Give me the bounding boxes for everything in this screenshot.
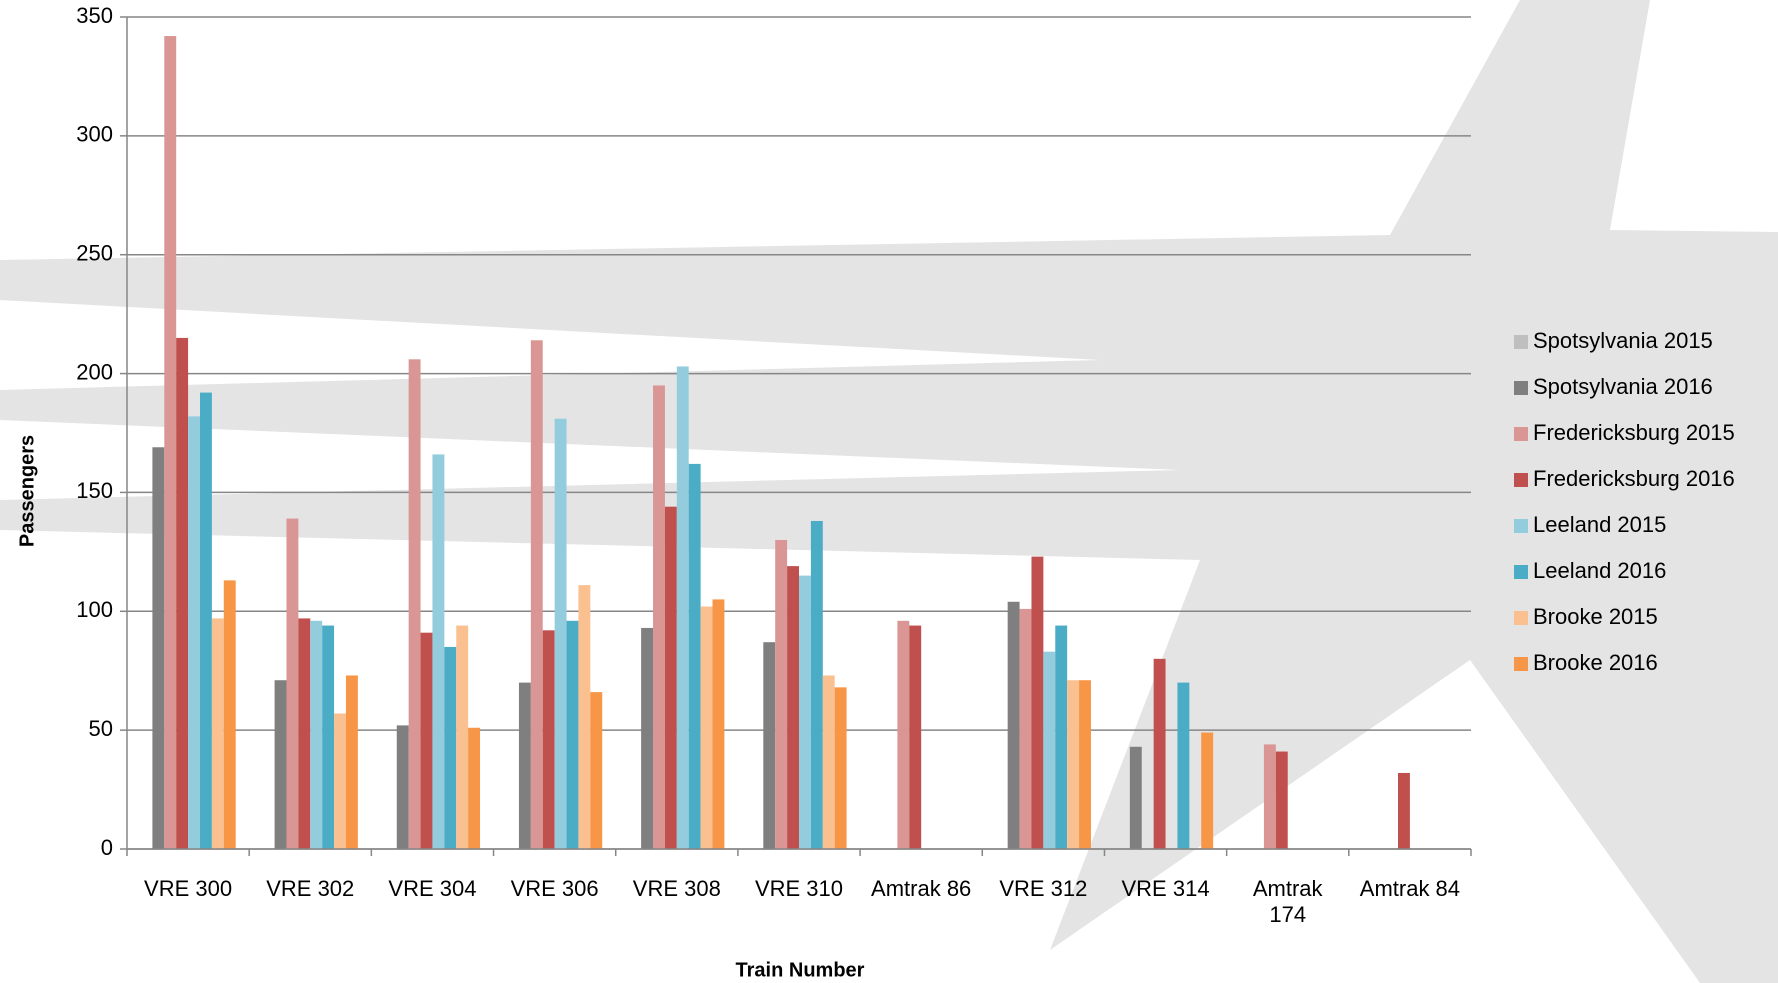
- legend-label: Fredericksburg 2015: [1533, 420, 1735, 445]
- legend-swatch: [1514, 519, 1528, 533]
- bar: [164, 36, 177, 849]
- bar: [1201, 732, 1214, 849]
- bar: [688, 463, 701, 849]
- bar: [1275, 751, 1288, 849]
- bar: [787, 566, 799, 849]
- bar: [578, 585, 591, 849]
- bar: [566, 620, 579, 849]
- legend-swatch: [1514, 657, 1528, 671]
- x-tick-label: VRE 300: [144, 876, 233, 901]
- legend-label: Leeland 2015: [1533, 512, 1666, 537]
- bar: [456, 625, 469, 849]
- legend-swatch: [1514, 381, 1528, 395]
- bar: [763, 642, 776, 849]
- y-tick-label: 150: [76, 478, 113, 503]
- legend-label: Spotsylvania 2016: [1533, 374, 1713, 399]
- legend-label: Leeland 2016: [1533, 558, 1666, 583]
- bar: [653, 385, 665, 849]
- y-tick-label: 100: [76, 597, 113, 622]
- bar: [310, 620, 323, 849]
- bar: [199, 392, 212, 849]
- bar: [822, 675, 835, 849]
- bar: [468, 727, 481, 849]
- bar: [1031, 556, 1044, 849]
- bar: [1007, 601, 1020, 849]
- y-tick-label: 0: [101, 835, 113, 860]
- legend-label: Fredericksburg 2016: [1533, 466, 1735, 491]
- bar: [554, 418, 567, 849]
- bar: [1043, 651, 1056, 849]
- bar: [909, 625, 922, 849]
- x-tick-label: Amtrak 174: [1252, 876, 1323, 927]
- legend-label: Brooke 2016: [1533, 650, 1658, 675]
- bar: [700, 606, 713, 849]
- legend-swatch: [1514, 611, 1528, 625]
- x-tick-label: VRE 312: [999, 876, 1088, 901]
- bar: [664, 506, 677, 849]
- bar: [799, 575, 811, 849]
- bar: [1153, 658, 1166, 849]
- legend-swatch: [1514, 427, 1528, 441]
- legend-swatch: [1514, 473, 1528, 487]
- bar: [188, 416, 200, 849]
- x-tick-label: VRE 306: [510, 876, 599, 901]
- x-tick-label: VRE 314: [1121, 876, 1210, 901]
- bar: [322, 625, 335, 849]
- bar: [334, 713, 346, 849]
- bar: [1129, 746, 1142, 849]
- y-tick-label: 300: [76, 122, 113, 147]
- bar: [298, 618, 311, 849]
- bar: [274, 680, 287, 849]
- legend-label: Spotsylvania 2015: [1533, 328, 1713, 353]
- bar: [1398, 772, 1410, 849]
- bar: [223, 580, 236, 849]
- bar: [590, 692, 603, 849]
- bar: [542, 630, 555, 849]
- bar: [432, 454, 445, 849]
- y-tick-label: 250: [76, 241, 113, 266]
- bar: [641, 627, 654, 849]
- bar: [345, 675, 358, 849]
- bar: [1263, 744, 1276, 849]
- bar: [408, 359, 421, 849]
- y-axis-title: Passengers: [16, 435, 38, 547]
- bar: [518, 682, 531, 849]
- bar: [152, 447, 165, 849]
- legend-swatch: [1514, 335, 1528, 349]
- bar: [1079, 680, 1091, 849]
- bar: [530, 340, 543, 849]
- x-tick-label: VRE 302: [266, 876, 355, 901]
- bar: [444, 646, 457, 849]
- x-tick-label: Amtrak 86: [871, 876, 972, 901]
- bar: [396, 725, 409, 849]
- x-axis-title: Train Number: [736, 959, 865, 981]
- bar: [834, 687, 847, 849]
- y-tick-label: 200: [76, 359, 113, 384]
- legend-swatch: [1514, 565, 1528, 579]
- x-tick-label: Amtrak 84: [1359, 876, 1461, 901]
- bar: [1067, 680, 1080, 849]
- bar: [176, 337, 189, 849]
- bar: [676, 366, 689, 849]
- y-tick-label: 350: [76, 3, 113, 28]
- y-tick-label: 50: [89, 716, 113, 741]
- bar: [286, 518, 299, 849]
- x-tick-label: VRE 310: [754, 876, 844, 901]
- bar: [1019, 608, 1032, 849]
- bar: [810, 520, 823, 849]
- legend-label: Brooke 2015: [1533, 604, 1658, 629]
- bar: [897, 620, 910, 849]
- bar: [420, 632, 433, 849]
- x-tick-label: VRE 308: [632, 876, 721, 901]
- x-tick-label: VRE 304: [388, 876, 477, 901]
- bar: [1177, 682, 1190, 849]
- bar: [1055, 625, 1068, 849]
- bar: [775, 539, 788, 849]
- bar: [211, 618, 224, 849]
- bar: [712, 599, 725, 849]
